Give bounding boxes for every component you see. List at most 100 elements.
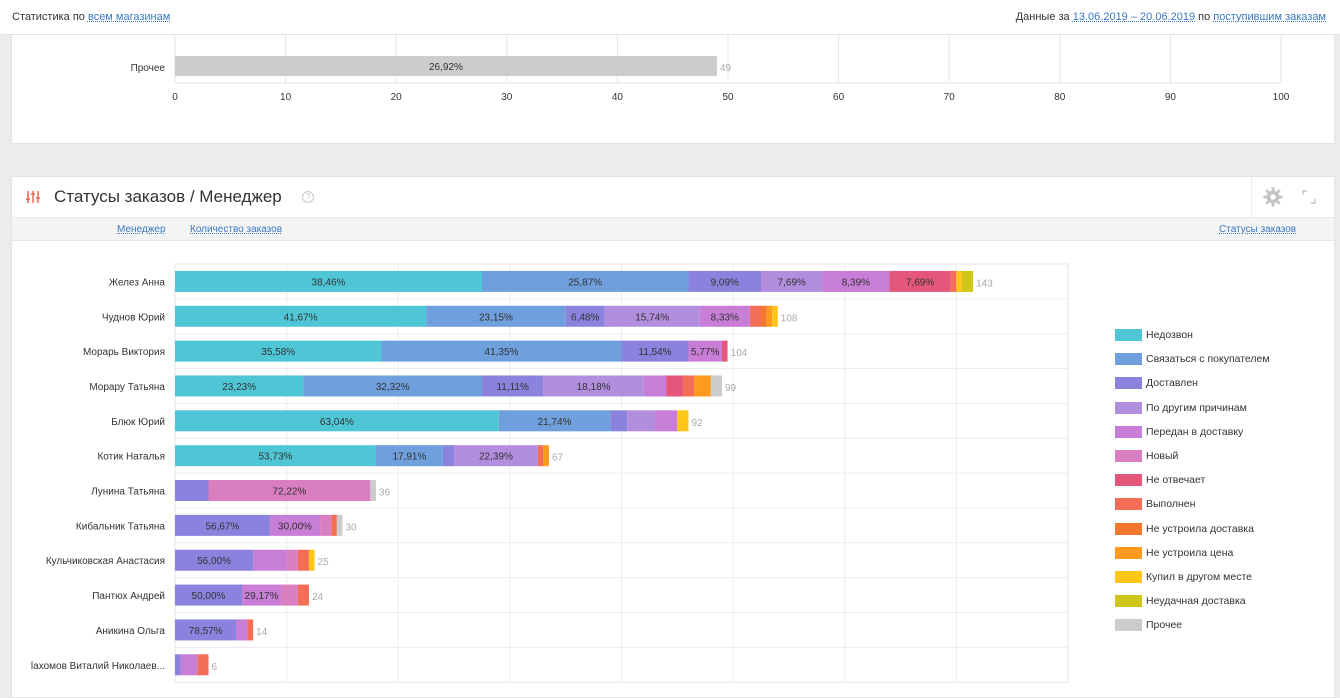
legend-label: Связаться с покупателем (1146, 353, 1270, 366)
legend-label: Доставлен (1146, 377, 1198, 390)
bar-segment (543, 445, 549, 467)
bar-segment (710, 375, 722, 397)
top-x-tick-label: 90 (1165, 92, 1177, 103)
row-total-label: 36 (379, 488, 391, 499)
segment-percent-label: 25,87% (568, 277, 602, 288)
segment-percent-label: 9,09% (711, 277, 739, 288)
bar-segment (677, 410, 689, 432)
bar-segment (682, 375, 695, 397)
row-total-label: 6 (211, 662, 217, 673)
bar-segment (175, 410, 499, 432)
top-bar-total-label: 49 (720, 63, 732, 74)
row-total-label: 104 (731, 348, 748, 359)
bar-segment (956, 270, 962, 292)
manager-name-label: Пантюх Андрей (92, 591, 165, 602)
bar-segment (370, 480, 376, 502)
legend-swatch (1115, 377, 1142, 390)
segment-percent-label: 17,91% (392, 452, 426, 463)
legend-swatch (1115, 619, 1142, 632)
segment-percent-label: 56,00% (197, 556, 231, 567)
bar-segment (454, 445, 538, 467)
segment-percent-label: 11,11% (496, 382, 529, 393)
legend-swatch (1115, 450, 1142, 462)
segment-percent-label: 22,39% (479, 452, 513, 463)
bar-segment (772, 305, 778, 327)
row-total-label: 92 (691, 418, 703, 429)
bar-segment (961, 270, 974, 292)
top-x-tick-label: 100 (1273, 92, 1290, 103)
bar-segment (241, 584, 282, 606)
bar-segment (336, 514, 343, 536)
count-column-header[interactable]: Количество заказов (190, 224, 283, 235)
legend-label: Не устроила доставка (1146, 522, 1254, 535)
legend-label: Новый (1146, 450, 1179, 462)
bar-segment (297, 549, 309, 571)
bar-segment (426, 305, 566, 327)
legend-swatch (1115, 474, 1142, 487)
bar-segment (175, 305, 427, 327)
manager-column-header[interactable]: Менеджер (117, 224, 166, 235)
bar-segment (643, 375, 667, 397)
widget-header: Статусы заказов / Менеджер ? (12, 177, 1334, 218)
segment-percent-label: 23,23% (222, 382, 256, 393)
legend-label: Неудачная доставка (1146, 595, 1246, 608)
bar-segment (749, 305, 762, 327)
bar-segment (688, 270, 762, 292)
legend-label: Передан в доставку (1146, 425, 1244, 438)
bar-segment (694, 375, 711, 397)
bar-segment (175, 549, 254, 571)
segment-percent-label: 50,00% (192, 591, 226, 602)
date-range-link[interactable]: 13.06.2019 – 20.06.2019 (1072, 11, 1196, 23)
bar-segment (381, 340, 622, 362)
bar-segment (269, 514, 321, 536)
column-headers: Менеджер Количество заказов Статусы зака… (12, 218, 1334, 241)
bar-segment (297, 584, 309, 606)
bar-segment (654, 410, 678, 432)
manager-name-label: Чуднов Юрий (102, 312, 165, 323)
segment-percent-label: 6,48% (571, 312, 599, 323)
legend-label: Купил в другом месте (1146, 571, 1252, 583)
bar-segment (175, 514, 270, 536)
top-x-tick-label: 20 (391, 92, 403, 103)
bar-segment (950, 270, 957, 292)
top-x-tick-label: 30 (501, 92, 513, 103)
top-x-tick-label: 60 (833, 92, 845, 103)
segment-percent-label: 72,22% (272, 487, 306, 498)
bar-segment (320, 514, 332, 536)
legend-swatch (1115, 571, 1142, 583)
manager-name-label: Аникина Ольга (96, 626, 166, 637)
row-total-label: 14 (256, 627, 268, 638)
bar-segment (308, 549, 315, 571)
bar-segment (481, 270, 689, 292)
widget-title: Статусы заказов / Менеджер (54, 187, 282, 206)
segment-percent-label: 15,74% (635, 312, 669, 323)
bar-segment (822, 270, 890, 292)
bar-segment (699, 305, 750, 327)
top-x-tick-label: 80 (1054, 92, 1066, 103)
bar-segment (208, 480, 371, 502)
bar-segment (688, 340, 722, 362)
gear-icon[interactable] (1262, 186, 1284, 208)
top-chart: 0 10 20 30 40 50 60 70 80 90 100 26,92% 49 Прочее (131, 21, 1290, 103)
orders-filter-link[interactable]: поступившим заказам (1213, 11, 1326, 23)
bar-segment (197, 654, 209, 676)
top-row-label: Прочее (131, 63, 166, 74)
segment-percent-label: 30,00% (278, 521, 312, 532)
bar-segment (247, 619, 254, 641)
segment-percent-label: 8,33% (711, 312, 739, 323)
row-total-label: 30 (345, 522, 357, 533)
help-icon[interactable]: ? (302, 191, 314, 203)
bar-segment (175, 375, 304, 397)
all-shops-link[interactable]: всем магазинам (87, 11, 171, 23)
bar-segment (565, 305, 605, 327)
segment-percent-label: 41,67% (284, 312, 318, 323)
legend-swatch (1115, 425, 1142, 438)
statuses-column-header[interactable]: Статусы заказов (1219, 224, 1297, 235)
legend-swatch (1115, 498, 1142, 511)
legend-label: Выполнен (1146, 498, 1196, 511)
legend-label: Недозвон (1146, 329, 1193, 341)
expand-icon[interactable] (1302, 190, 1316, 204)
segment-percent-label: 7,69% (778, 277, 806, 288)
legend-swatch (1115, 401, 1142, 414)
bar-segment (481, 375, 544, 397)
